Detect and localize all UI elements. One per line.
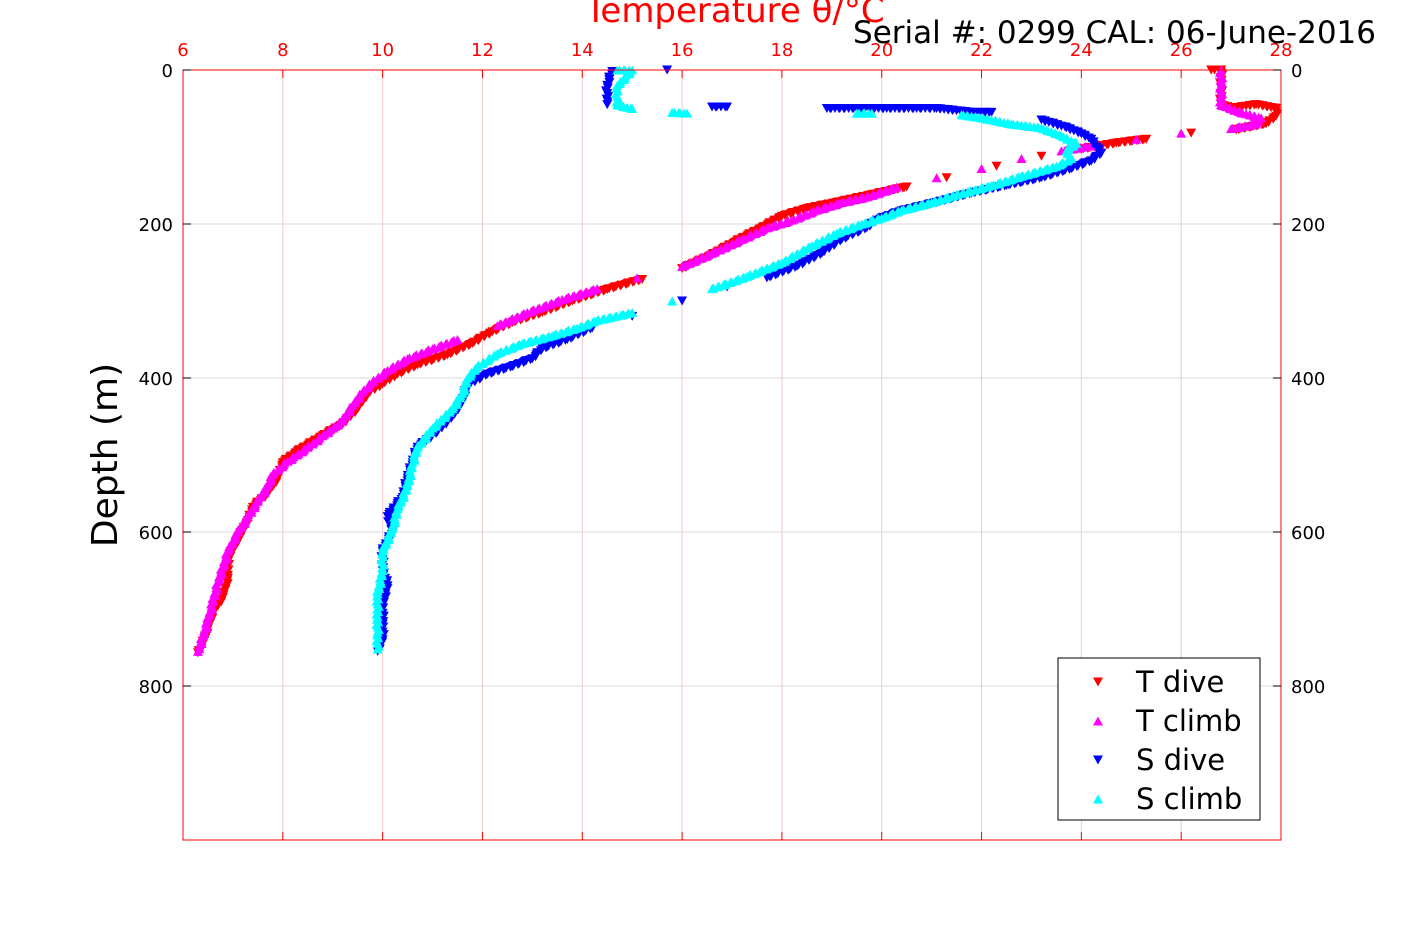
data-point [976,164,987,174]
x-tick-label: 8 [277,40,288,61]
data-point [632,273,643,283]
data-point [677,261,688,271]
plot-frame [182,69,1282,841]
y-tick-label-left: 0 [162,61,173,82]
y-tick-label-right: 0 [1291,61,1302,82]
y-tick-label-right: 800 [1291,677,1325,698]
legend-label: S dive [1136,743,1225,777]
x-tick-label: 16 [671,40,694,61]
y-tick-label-right: 600 [1291,523,1325,544]
x-tick-label: 28 [1270,40,1293,61]
data-point [1036,151,1047,161]
data-point [682,108,693,118]
legend-item: S dive [1093,743,1225,777]
data-point [372,644,383,654]
data-point [986,107,997,117]
legend-label: T climb [1135,704,1242,738]
data-point [1226,124,1237,134]
data-point [1176,128,1187,138]
chart-title: Temperature θ/°C [584,0,884,31]
x-tick-label: 18 [770,40,793,61]
x-tick-label: 22 [970,40,993,61]
x-tick-label: 10 [371,40,394,61]
chart-subtitle: Serial #: 0299 CAL: 06-June-2016 [853,15,1376,51]
data-point [602,100,613,110]
data-point [1186,128,1197,138]
legend-marker [1093,677,1103,687]
legend: T dive T climb S dive S climb [1057,657,1261,821]
y-tick-label-right: 400 [1291,369,1325,390]
legend-item: T dive [1093,665,1224,699]
data-point [707,284,718,294]
legend-marker [1093,755,1103,765]
legend-box [1057,657,1261,821]
data-point [677,296,688,306]
legend-marker [1093,794,1103,804]
x-tick-label: 6 [177,40,188,61]
y-tick-label-right: 200 [1291,215,1325,236]
legend-item: S climb [1093,782,1242,816]
legend-marker [1093,716,1103,726]
x-tick-label: 14 [571,40,594,61]
legend-item: T climb [1093,704,1242,738]
y-tick-label-left: 600 [139,523,173,544]
data-point [192,646,203,656]
x-tick-label: 20 [870,40,893,61]
data-point [931,173,942,183]
x-tick-label: 12 [471,40,494,61]
y-axis-label: Depth (m) [85,363,126,547]
legend-label: S climb [1136,782,1242,816]
data-point [941,173,952,183]
data-point [991,161,1002,171]
data-point [667,296,678,306]
series-s-climb [371,65,1082,654]
x-tick-label: 26 [1170,40,1193,61]
x-tick-label: 24 [1070,40,1093,61]
y-tick-label-left: 800 [139,677,173,698]
y-tick-label-left: 400 [139,369,173,390]
data-point [1016,154,1027,164]
data-point [492,321,503,331]
data-point [1131,134,1142,144]
data-point [627,104,638,113]
data-layer [192,65,1283,658]
legend-label: T dive [1135,665,1224,699]
data-point [866,108,877,118]
data-point [722,102,733,112]
y-tick-label-left: 200 [139,215,173,236]
